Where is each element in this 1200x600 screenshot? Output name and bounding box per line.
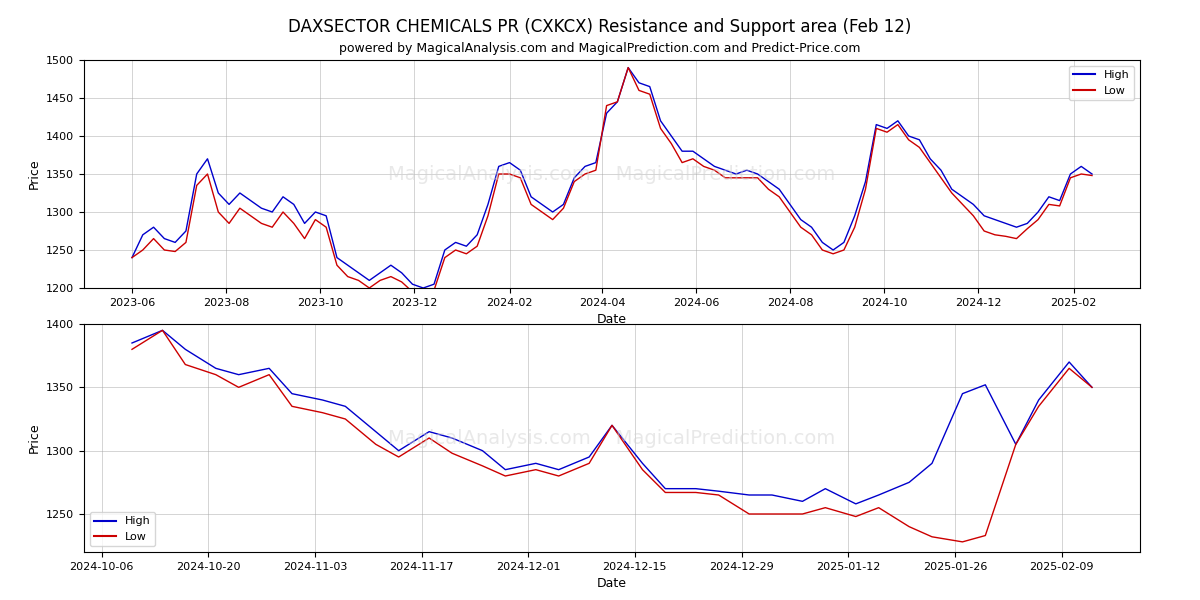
X-axis label: Date: Date [598, 313, 628, 326]
Y-axis label: Price: Price [28, 422, 41, 454]
Legend: High, Low: High, Low [90, 512, 155, 547]
Text: powered by MagicalAnalysis.com and MagicalPrediction.com and Predict-Price.com: powered by MagicalAnalysis.com and Magic… [340, 42, 860, 55]
Y-axis label: Price: Price [28, 158, 41, 190]
X-axis label: Date: Date [598, 577, 628, 590]
Text: MagicalAnalysis.com    MagicalPrediction.com: MagicalAnalysis.com MagicalPrediction.co… [389, 164, 835, 184]
Text: MagicalAnalysis.com    MagicalPrediction.com: MagicalAnalysis.com MagicalPrediction.co… [389, 428, 835, 448]
Text: DAXSECTOR CHEMICALS PR (CXKCX) Resistance and Support area (Feb 12): DAXSECTOR CHEMICALS PR (CXKCX) Resistanc… [288, 18, 912, 36]
Legend: High, Low: High, Low [1069, 65, 1134, 100]
